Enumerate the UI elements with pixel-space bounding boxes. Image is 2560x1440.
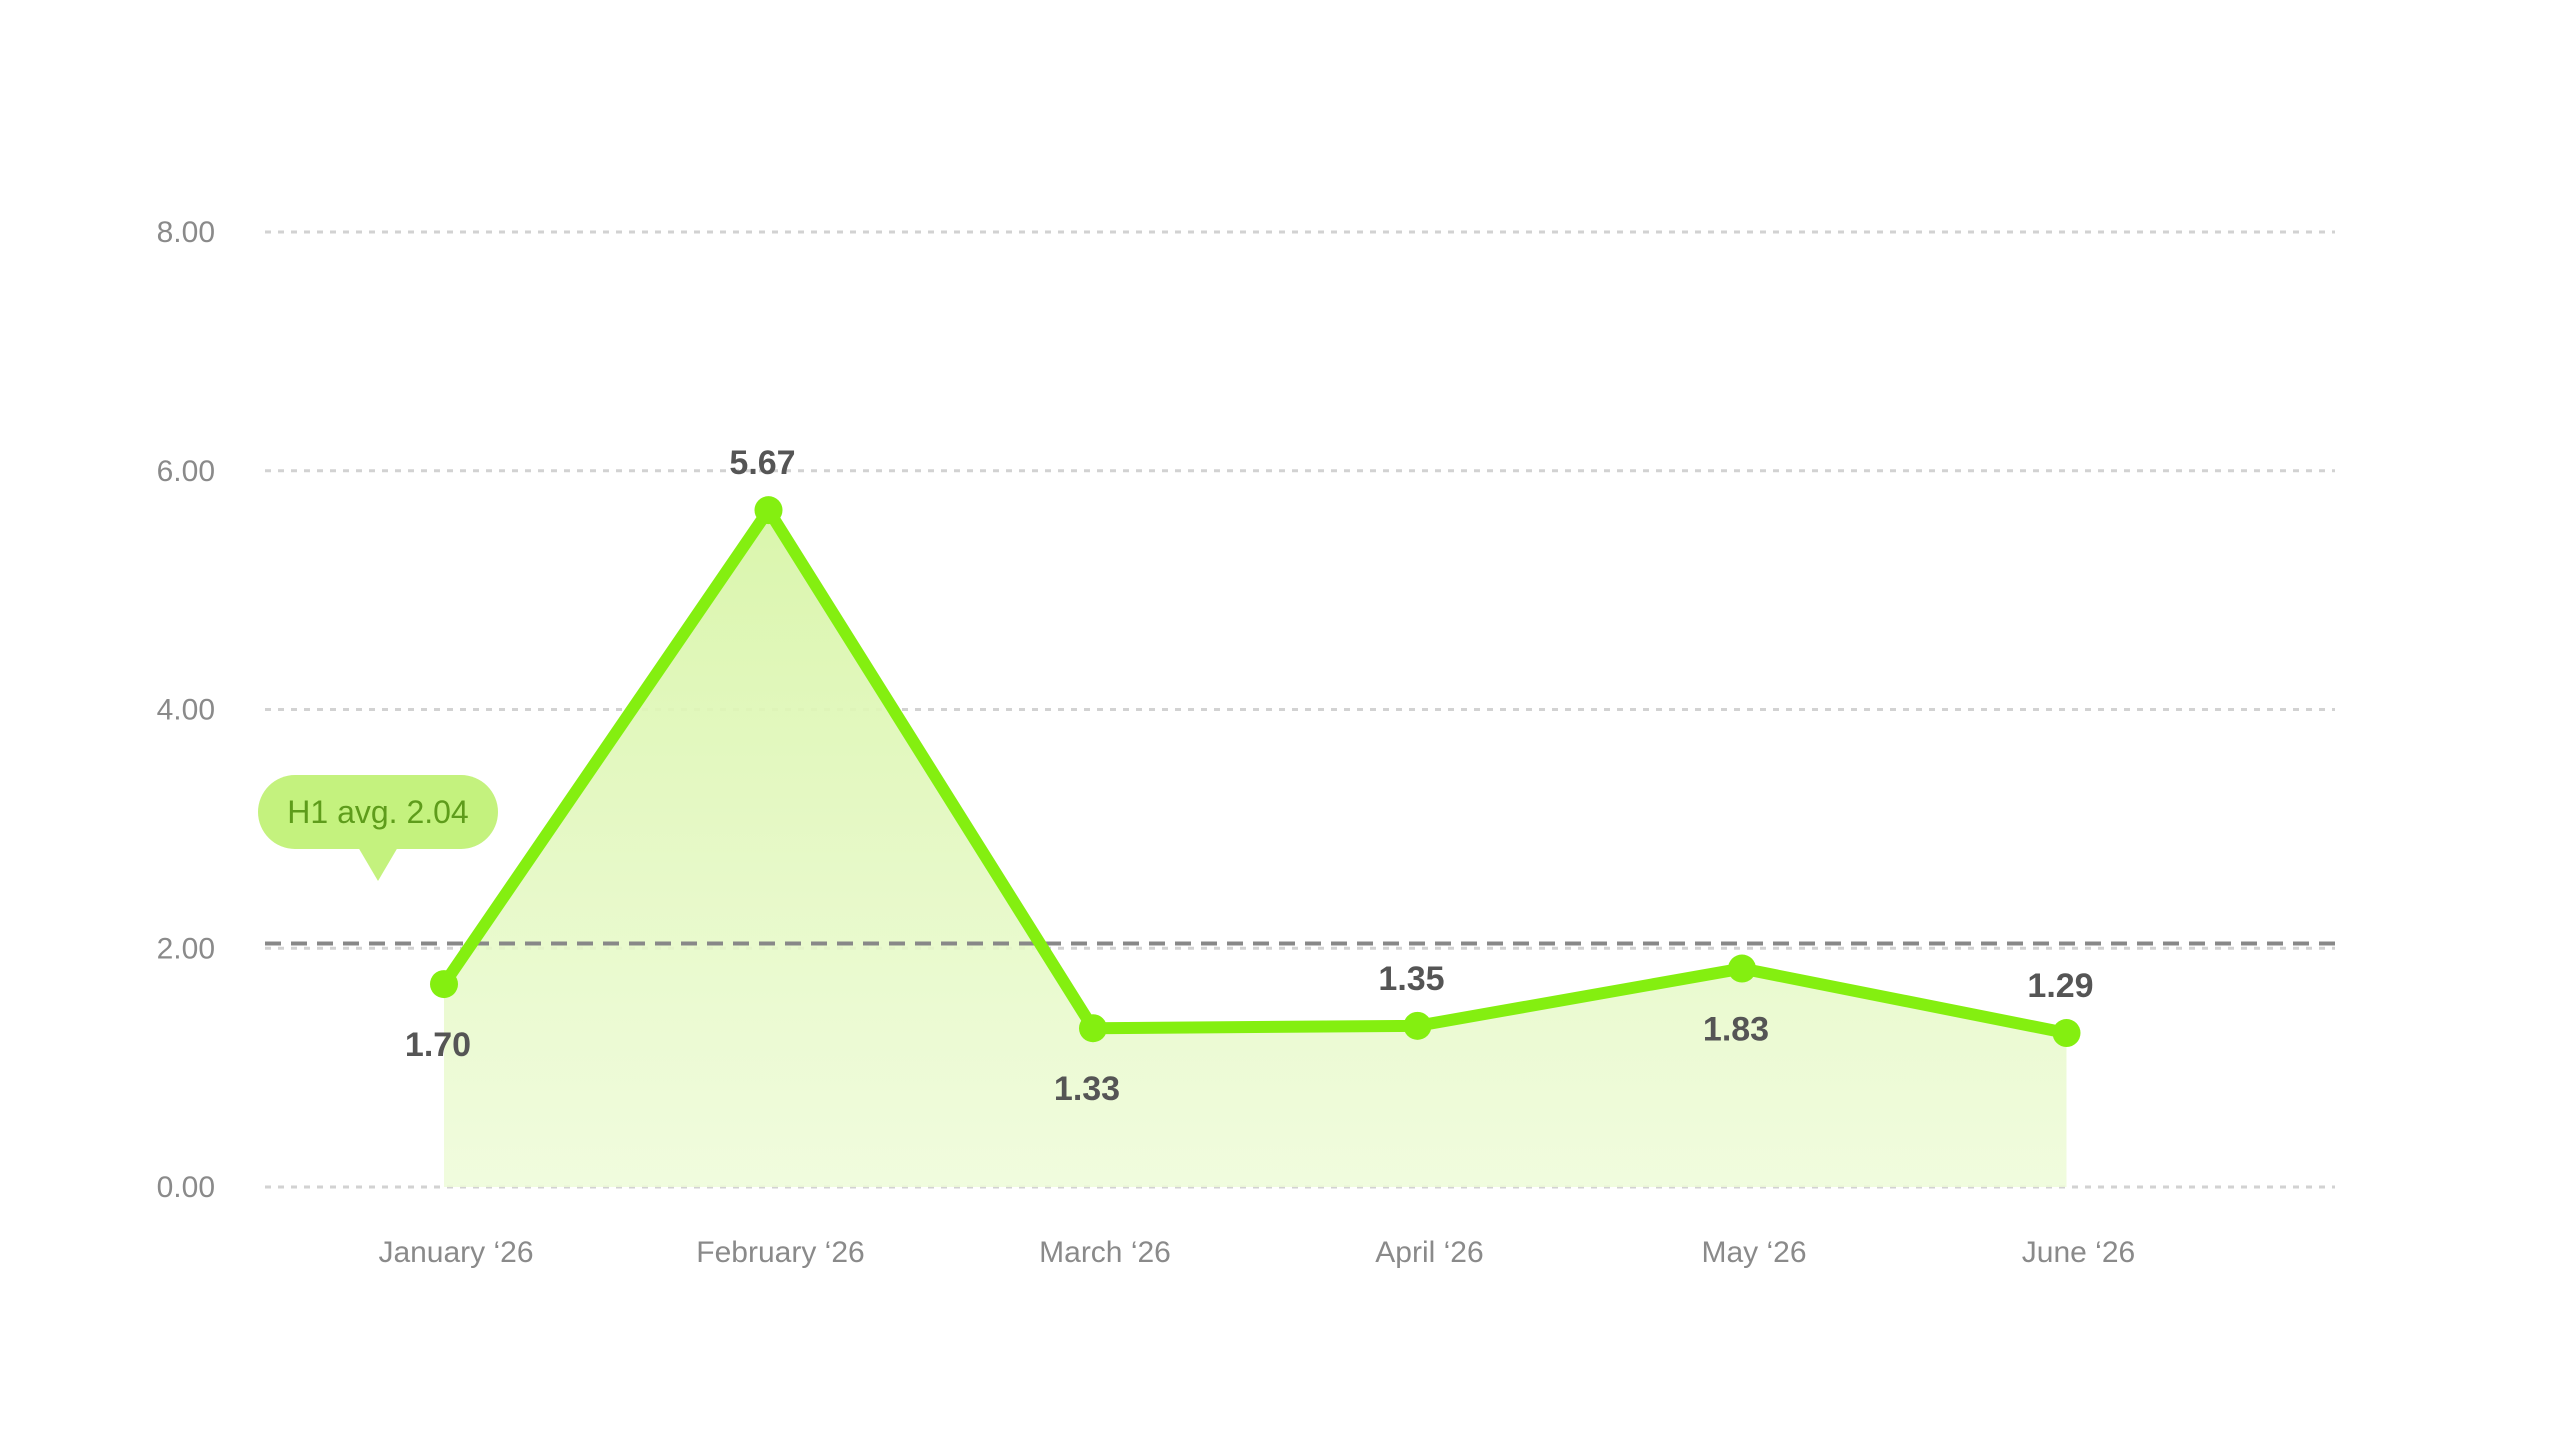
data-label: 1.35	[1378, 960, 1444, 998]
y-tick-label: 8.00	[157, 216, 215, 249]
data-label: 1.83	[1703, 1011, 1769, 1049]
area-layer	[444, 510, 2067, 1187]
x-tick-label: June ‘26	[2022, 1236, 2135, 1269]
x-tick-label: April ‘26	[1375, 1236, 1483, 1269]
series-line	[438, 504, 2073, 1040]
data-label: 1.70	[405, 1026, 471, 1064]
data-label: 1.33	[1054, 1070, 1120, 1108]
y-tick-label: 4.00	[157, 694, 215, 727]
data-point[interactable]	[1079, 1014, 1107, 1043]
x-axis: January ‘26 February ‘26 March ‘26 April ‘2…	[378, 1236, 2135, 1269]
data-point[interactable]	[1403, 1011, 1432, 1040]
data-point[interactable]	[2052, 1019, 2081, 1048]
x-tick-label: March ‘26	[1039, 1236, 1171, 1269]
reference-callout: H1 avg. 2.04	[258, 775, 498, 881]
x-tick-label: January ‘26	[378, 1236, 533, 1269]
point-layer	[430, 496, 2081, 1048]
data-label: 1.29	[2027, 967, 2093, 1005]
average-badge	[258, 775, 498, 849]
area-fill	[444, 510, 2067, 1187]
y-tick-label: 2.00	[157, 932, 215, 965]
data-point[interactable]	[754, 496, 783, 525]
data-label-layer: 1.70 5.67 1.33 1.35 1.83 1.29	[405, 444, 2094, 1108]
line-layer	[438, 504, 2073, 1040]
data-label: 5.67	[729, 444, 795, 482]
x-tick-label: May ‘26	[1701, 1236, 1806, 1269]
average-badge-label: H1 avg. 2.04	[287, 794, 468, 830]
data-point[interactable]	[1728, 954, 1756, 983]
average-badge-pointer	[358, 847, 398, 881]
y-tick-label: 0.00	[157, 1171, 215, 1204]
x-tick-label: February ‘26	[696, 1236, 864, 1269]
y-axis: 0.00 2.00 4.00 6.00 8.00	[157, 216, 215, 1204]
y-tick-label: 6.00	[157, 455, 215, 488]
data-point[interactable]	[430, 970, 458, 999]
